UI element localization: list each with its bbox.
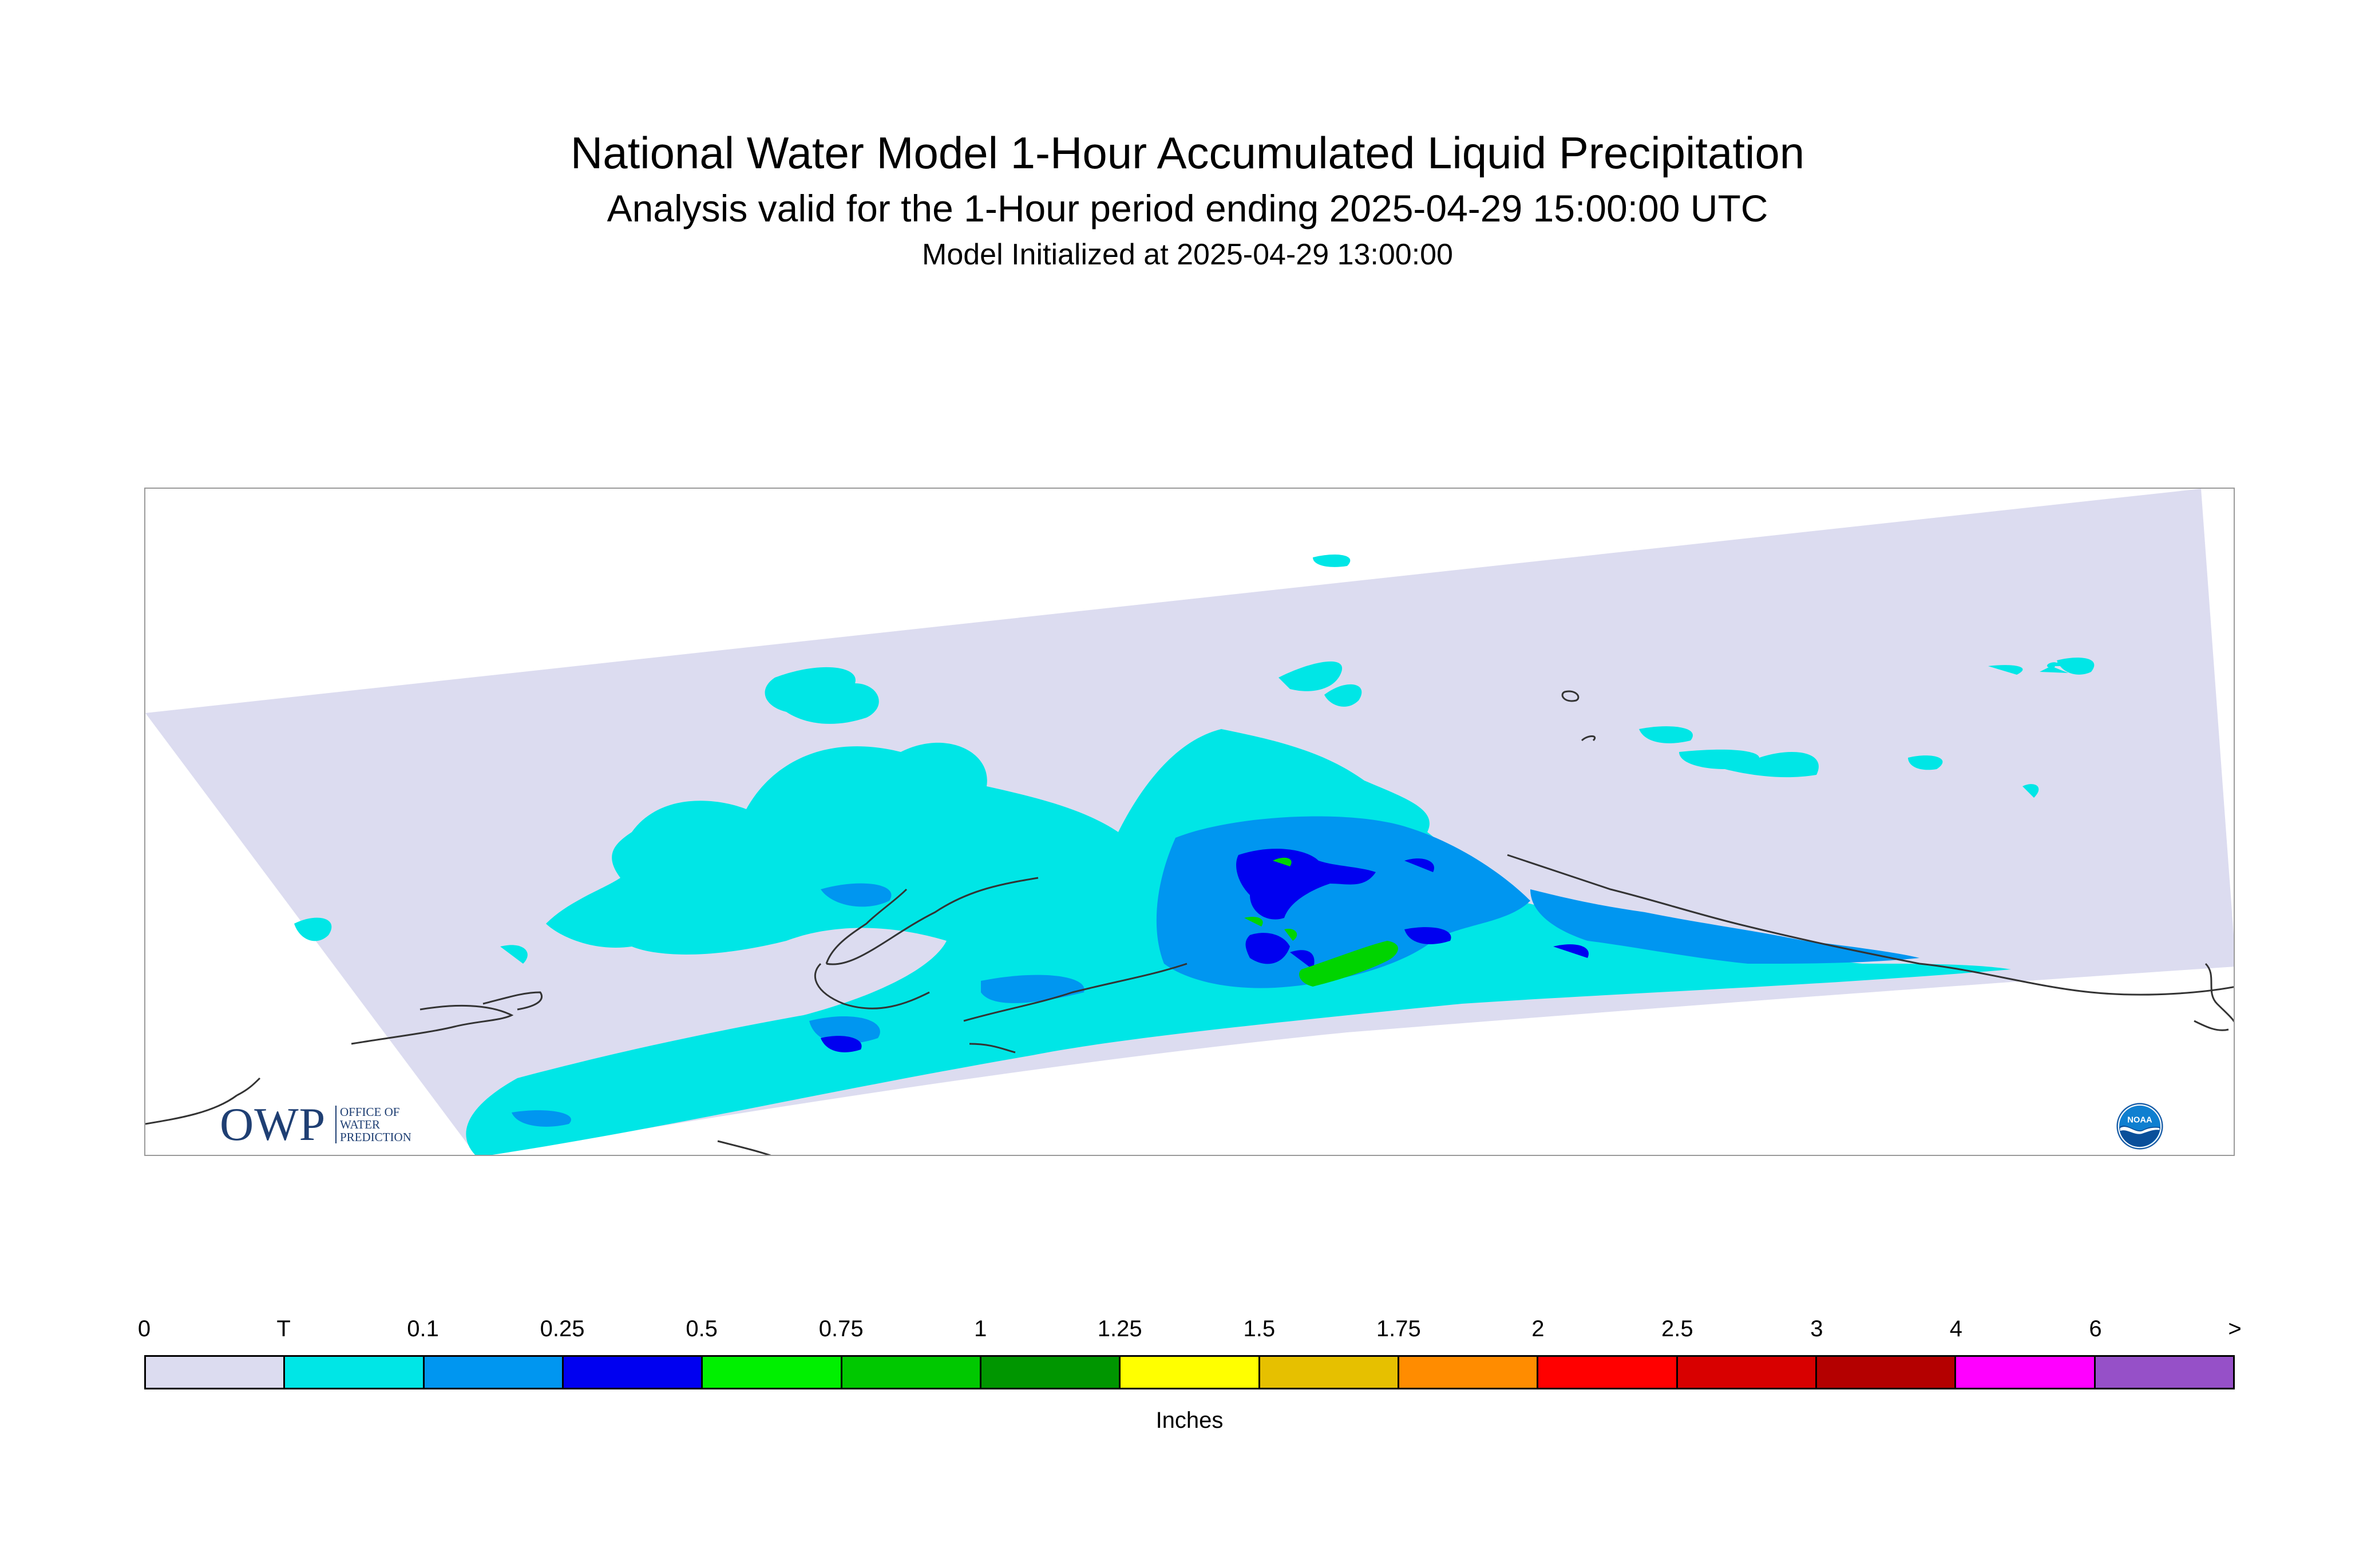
map-canvas — [145, 489, 2234, 1155]
owp-logo-text: OFFICE OF WATER PREDICTION — [340, 1106, 411, 1143]
legend-tick-label: 0.1 — [407, 1316, 439, 1341]
legend-swatch — [703, 1357, 842, 1388]
legend-swatch — [563, 1357, 703, 1388]
legend-tick-label: 0.5 — [686, 1316, 718, 1341]
legend-swatch — [2095, 1357, 2233, 1388]
noaa-logo: NOAA — [2116, 1103, 2163, 1150]
owp-logo-letters: OWP — [220, 1098, 326, 1150]
legend-swatch — [1121, 1357, 1260, 1388]
legend-swatch — [1816, 1357, 1957, 1388]
coastline — [145, 690, 2234, 1155]
legend-tick-label: 3 — [1810, 1316, 1823, 1341]
owp-logo-divider — [335, 1106, 337, 1143]
precipitation-map: OWP OFFICE OF WATER PREDICTION NOAA — [144, 488, 2235, 1156]
legend-tick-label: 2.5 — [1661, 1316, 1693, 1341]
legend-tick-label: 1.75 — [1376, 1316, 1421, 1341]
owp-logo-line1: OFFICE OF — [340, 1105, 400, 1119]
noaa-logo-text: NOAA — [2127, 1115, 2152, 1124]
legend-tick-label: 1 — [974, 1316, 987, 1341]
legend-swatch — [1677, 1357, 1817, 1388]
legend-tick-label: 0 — [137, 1316, 151, 1341]
legend-tick-label: 6 — [2089, 1316, 2102, 1341]
legend-tick-label: 4 — [1949, 1316, 1963, 1341]
legend-swatch — [285, 1357, 425, 1388]
legend-swatch — [1538, 1357, 1678, 1388]
owp-logo-line3: PREDICTION — [340, 1130, 411, 1144]
map-subtitle: Analysis valid for the 1-Hour period end… — [607, 187, 1768, 229]
legend-swatch — [1260, 1357, 1399, 1388]
precip-green-area — [1244, 857, 1398, 987]
legend-swatch — [981, 1357, 1121, 1388]
owp-logo-line2: WATER — [340, 1118, 380, 1131]
legend-tick-label: 0.75 — [818, 1316, 864, 1341]
legend-tick-label: T — [276, 1316, 291, 1341]
legend-swatch — [1956, 1357, 2096, 1388]
legend-tick-label: 0.25 — [540, 1316, 585, 1341]
legend-tick-label: 1.25 — [1097, 1316, 1142, 1341]
precip-blue-area — [821, 849, 1589, 1052]
map-title: National Water Model 1-Hour Accumulated … — [570, 128, 1805, 178]
legend-swatch — [146, 1357, 286, 1388]
legend-tick-label: 2 — [1531, 1316, 1545, 1341]
owp-logo: OWP OFFICE OF WATER PREDICTION — [220, 1101, 420, 1153]
legend-swatch — [424, 1357, 564, 1388]
color-legend: 0 T 0.1 0.25 0.5 0.75 1 1.25 1.5 1.75 2 2.5 3 4 6 > Inc… — [138, 1316, 2242, 1459]
legend-swatch — [1399, 1357, 1539, 1388]
legend-tick-label: > — [2228, 1316, 2242, 1341]
legend-tick-label: 1.5 — [1243, 1316, 1276, 1341]
legend-color-bar — [144, 1355, 2235, 1389]
legend-swatch — [842, 1357, 981, 1388]
model-init-line: Model Initialized at 2025-04-29 13:00:00 — [922, 238, 1453, 271]
legend-unit-label: Inches — [1155, 1408, 1224, 1433]
